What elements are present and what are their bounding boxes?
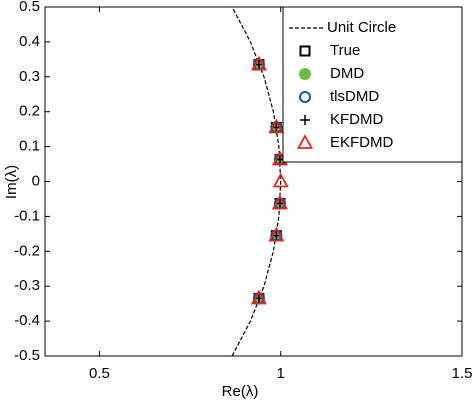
y-axis-label: Im(λ) bbox=[3, 165, 20, 199]
marker-triangle bbox=[268, 118, 285, 134]
x-axis-label: Re(λ) bbox=[222, 383, 259, 400]
marker-circle bbox=[299, 91, 311, 103]
y-tick-label: 0 bbox=[32, 172, 40, 189]
legend-label: True bbox=[330, 42, 360, 59]
y-tick-label: -0.4 bbox=[14, 312, 40, 329]
legend-label: EKFDMD bbox=[330, 134, 394, 151]
marker-triangle bbox=[296, 134, 314, 149]
legend-label: Unit Circle bbox=[327, 19, 396, 36]
y-tick-label: 0.3 bbox=[19, 68, 40, 85]
marker-plus bbox=[300, 115, 310, 125]
marker-triangle bbox=[268, 226, 285, 242]
marker-triangle bbox=[250, 289, 267, 305]
marker-triangle bbox=[250, 55, 267, 71]
y-tick-label: 0.2 bbox=[19, 103, 40, 120]
y-tick-label: 0.5 bbox=[19, 0, 40, 15]
marker-square bbox=[299, 45, 311, 57]
x-tick-label: 1 bbox=[277, 365, 285, 382]
marker-triangle bbox=[272, 172, 289, 188]
marker-triangle bbox=[271, 194, 288, 210]
y-tick-label: -0.1 bbox=[14, 207, 40, 224]
plot-frame bbox=[44, 6, 463, 357]
y-tick-label: -0.5 bbox=[14, 347, 40, 364]
x-tick-label: 1.5 bbox=[452, 365, 473, 382]
y-tick-label: -0.3 bbox=[14, 277, 40, 294]
legend-label: KFDMD bbox=[330, 111, 383, 128]
x-tick-label: 0.5 bbox=[89, 365, 110, 382]
legend-label: tlsDMD bbox=[330, 88, 379, 105]
y-tick-label: 0.4 bbox=[19, 33, 40, 50]
legend-label: DMD bbox=[330, 65, 364, 82]
legend-box bbox=[282, 6, 463, 163]
y-tick-label: -0.2 bbox=[14, 242, 40, 259]
y-tick-label: 0.1 bbox=[19, 138, 40, 155]
marker-dot bbox=[299, 68, 311, 80]
